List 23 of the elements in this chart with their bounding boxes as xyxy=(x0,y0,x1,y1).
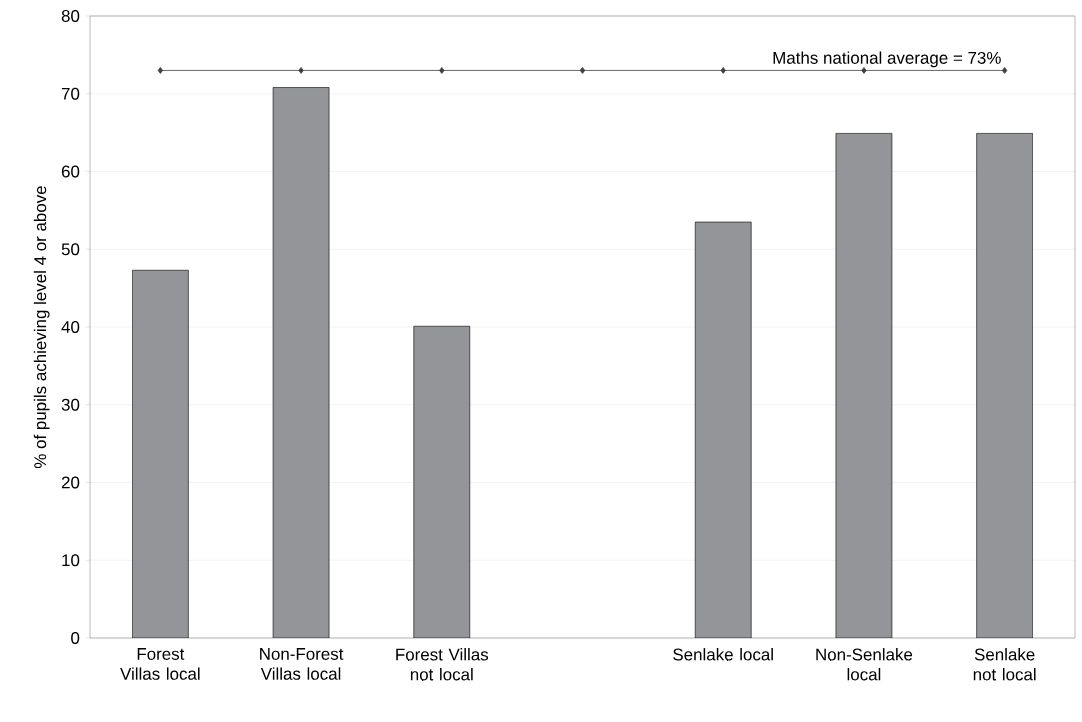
bar xyxy=(835,133,893,638)
x-tick-label: Senlake not local xyxy=(973,648,1036,681)
bar xyxy=(132,269,189,638)
y-tick-label: 30 xyxy=(61,398,80,411)
x-tick-label: Forest Villas not local xyxy=(396,648,489,681)
y-tick-label: 60 xyxy=(61,165,80,178)
bar xyxy=(694,221,752,638)
y-tick-label: 0 xyxy=(71,632,80,644)
bar xyxy=(976,133,1033,638)
series-label: Maths national average = 73% xyxy=(773,51,1001,68)
x-tick-label: Forest Villas local xyxy=(120,648,200,680)
y-axis-title: % of pupils achieving level 4 or above xyxy=(33,186,50,469)
bar xyxy=(413,325,471,638)
y-tick-label: 70 xyxy=(61,87,80,100)
y-tick-label: 20 xyxy=(61,476,80,489)
x-tick-label: Senlake local xyxy=(673,648,773,661)
y-tick-label: 50 xyxy=(61,243,80,256)
y-tick-label: 10 xyxy=(62,554,80,567)
bar xyxy=(272,87,330,638)
y-tick-label: 40 xyxy=(61,321,80,333)
x-tick-label: Non-Senlake local xyxy=(816,648,913,681)
y-tick-label: 80 xyxy=(61,10,80,22)
x-tick-label: Non-Forest Villas local xyxy=(260,648,344,680)
